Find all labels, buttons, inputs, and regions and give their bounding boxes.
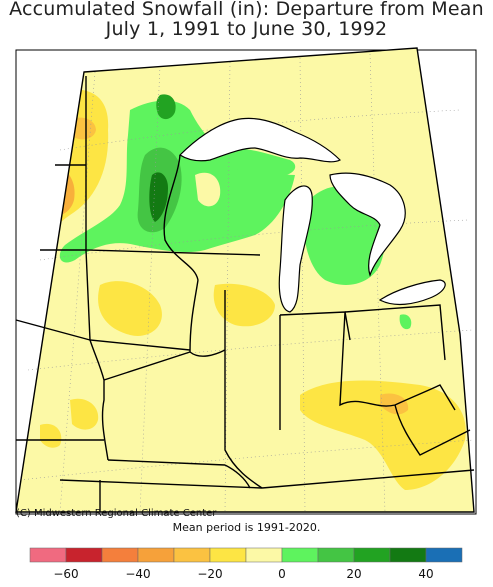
lake-michigan [278,185,313,313]
legend-swatch [209,547,247,563]
credit-text: (C) Midwestern Regional Climate Center [16,508,217,519]
legend-color-bar [29,547,463,563]
zone-ks-yellow [40,423,62,448]
zone-kentucky-orange [380,393,409,415]
legend-swatch [281,547,319,563]
legend-swatch [137,547,175,563]
mean-period-text: Mean period is 1991-2020. [172,521,321,534]
lake-erie [378,279,446,306]
legend-swatch [425,547,463,563]
zone-green-arrowhead [156,94,176,120]
legend-tick-label: −20 [197,567,223,581]
zone-missouri-yellow [70,398,99,430]
legend-swatch [173,547,211,563]
legend-swatch [101,547,139,563]
zone-iowa-yellow [98,281,162,336]
legend-swatch [245,547,283,563]
map-title-line1: Accumulated Snowfall (in): Departure fro… [9,0,484,20]
zone-illinois-yellow [213,283,275,327]
zone-ohio-valley-yellow [300,380,466,490]
legend-tick-label: 40 [418,567,434,581]
legend-swatch [65,547,103,563]
legend-swatch [389,547,427,563]
map-title-line2: July 1, 1991 to June 30, 1992 [105,18,388,40]
legend-tick-label: −40 [125,567,151,581]
state-boundaries [15,76,475,512]
zone-green-wi-west [195,172,221,207]
lake-huron [329,172,406,277]
map-outline [15,47,475,513]
zone-e-ohio-green [399,314,412,330]
zone-green-up [225,148,296,177]
lake-superior [179,117,342,163]
legend-tick-label: 0 [278,567,286,581]
legend-tick-label: 20 [346,567,362,581]
legend-tick-label: −60 [53,567,79,581]
legend-swatch [353,547,391,563]
legend-swatch [29,547,67,563]
legend-swatch [317,547,355,563]
zone-green-darkest [149,172,168,222]
